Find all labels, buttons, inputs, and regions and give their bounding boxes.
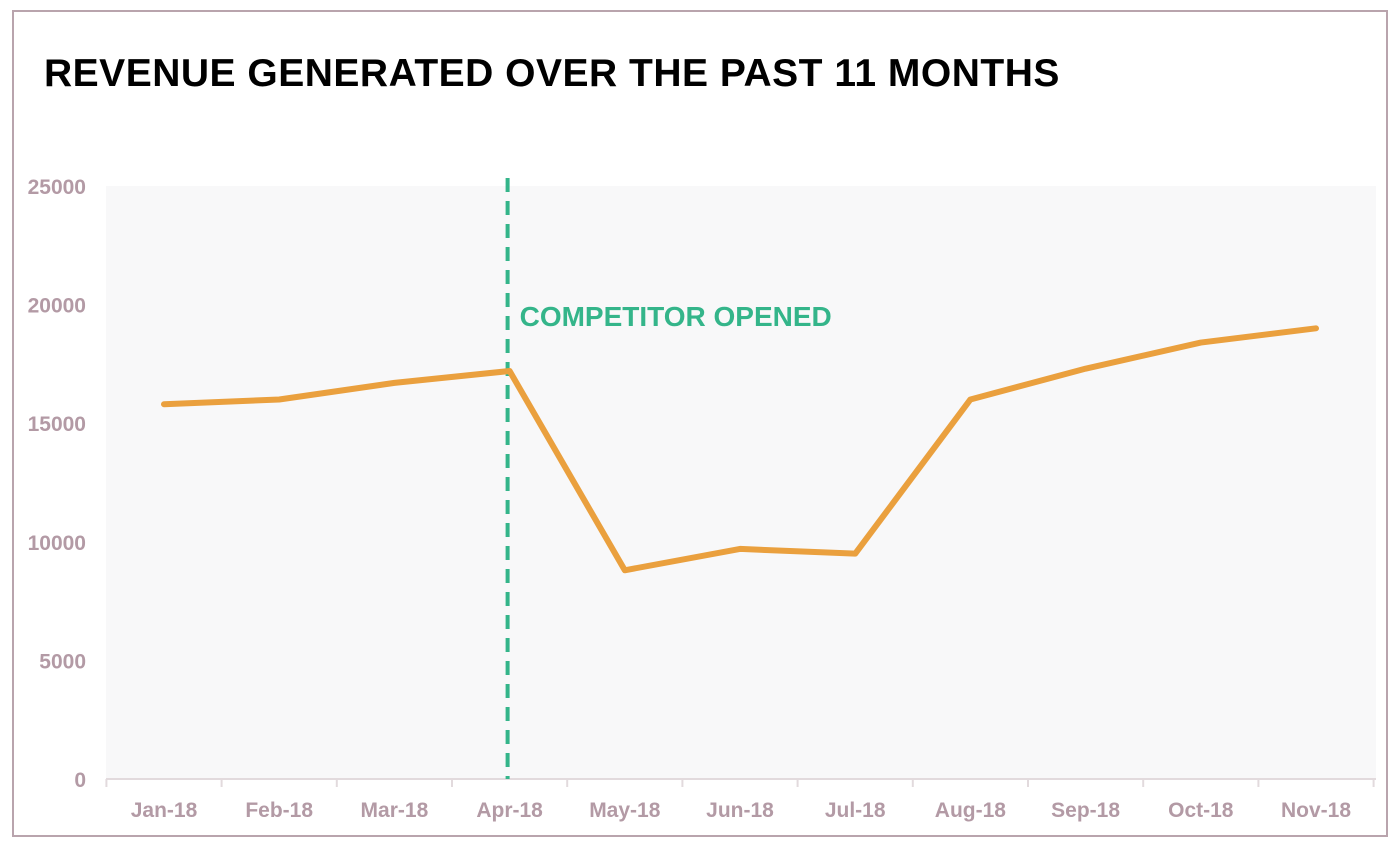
- data-point: [1313, 325, 1319, 331]
- x-tick-label: Jan-18: [131, 799, 198, 822]
- series-layer: [161, 325, 1319, 574]
- y-tick-label: 10000: [28, 532, 86, 555]
- data-point: [852, 551, 858, 557]
- x-axis-ticks: Jan-18 Feb-18 Mar-18 Apr-18 May-18 Jun-18 Jul-…: [105, 779, 1375, 822]
- y-tick-label: 20000: [28, 295, 86, 318]
- x-tick-label: Sep-18: [1051, 799, 1120, 822]
- x-tick-label: Aug-18: [935, 799, 1006, 822]
- y-tick-label: 15000: [28, 413, 86, 436]
- y-tick-label: 25000: [28, 176, 86, 199]
- data-point: [622, 567, 628, 573]
- x-tick-label: Feb-18: [245, 799, 313, 822]
- annotation-layer: COMPETITOR OPENED: [505, 178, 832, 779]
- y-tick-label: 5000: [39, 650, 86, 673]
- data-point: [507, 368, 513, 374]
- data-point: [276, 396, 282, 402]
- x-tick-label: Jun-18: [706, 799, 774, 822]
- y-tick-label: 0: [74, 769, 86, 792]
- y-axis-ticks: 0 5000 10000 15000 20000 25000: [28, 176, 86, 792]
- data-point: [737, 546, 743, 552]
- x-tick-label: Mar-18: [361, 799, 429, 822]
- x-tick-label: May-18: [589, 799, 661, 822]
- annotation-label: COMPETITOR OPENED: [520, 301, 832, 332]
- x-tick-label: Oct-18: [1168, 799, 1234, 822]
- data-point: [391, 380, 397, 386]
- data-point: [967, 396, 973, 402]
- x-tick-label: Jul-18: [825, 799, 886, 822]
- chart-title: REVENUE GENERATED OVER THE PAST 11 MONTH…: [44, 52, 1060, 95]
- data-point: [1198, 340, 1204, 346]
- data-point: [1083, 366, 1089, 372]
- plot-background: [106, 186, 1376, 779]
- x-tick-label: Nov-18: [1281, 799, 1351, 822]
- x-tick-label: Apr-18: [476, 799, 543, 822]
- data-point: [161, 401, 167, 407]
